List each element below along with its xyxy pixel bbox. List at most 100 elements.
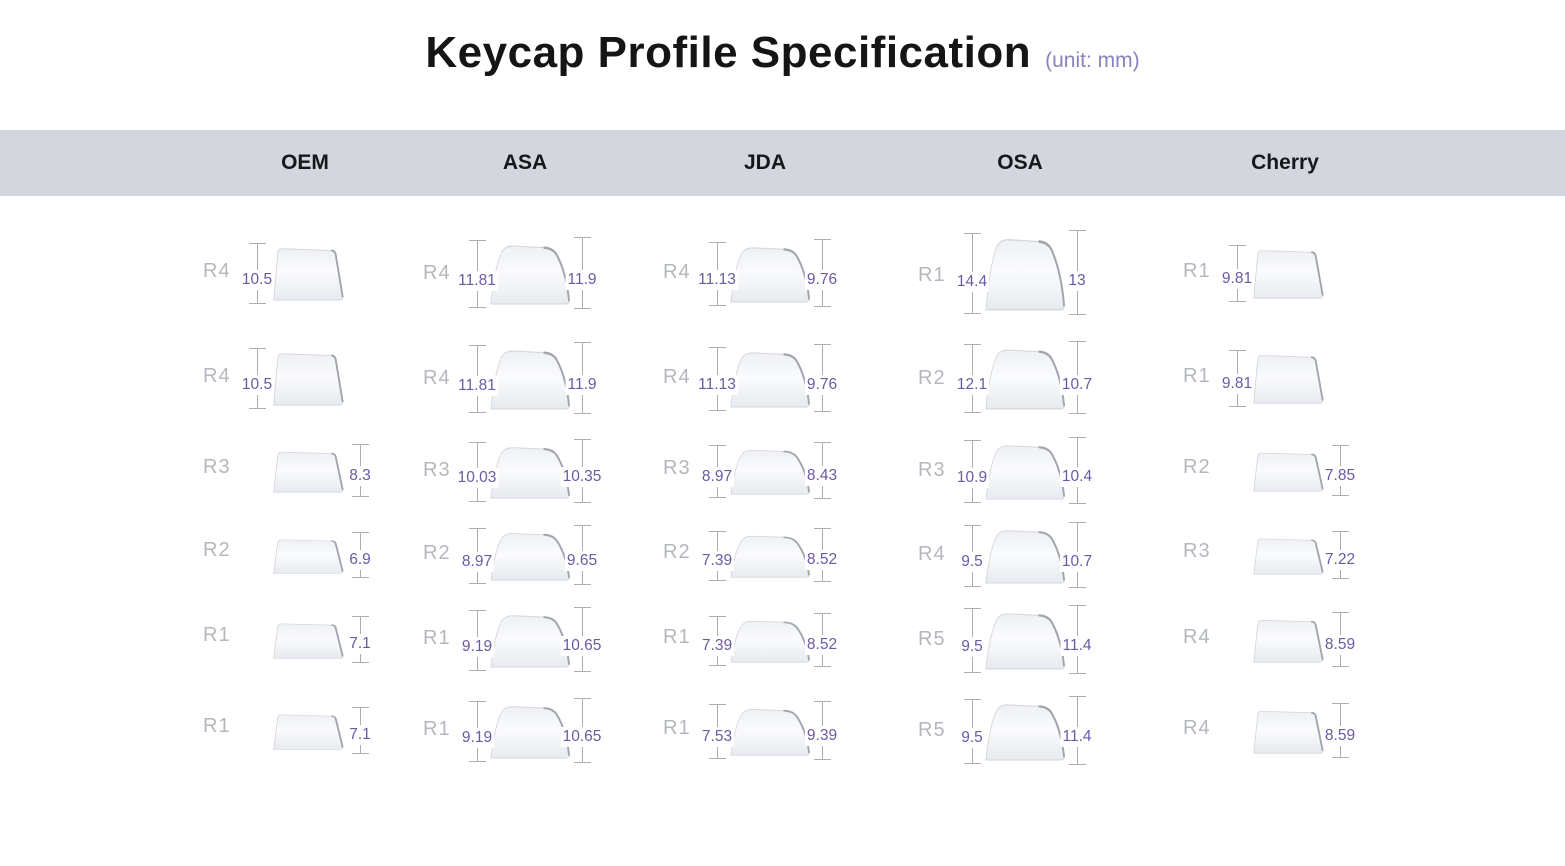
dimension-value: 13: [1066, 271, 1088, 291]
dimension-tick: [814, 344, 831, 345]
dimension-left: 10.03: [455, 442, 499, 502]
keycap-cell: R4 11.81 11.9: [415, 220, 635, 328]
dimension-layer-left: 9.5: [910, 525, 1130, 587]
keycap-image-wrap: [268, 246, 350, 301]
dimension-right: 9.39: [804, 701, 840, 760]
dimension-tick: [574, 413, 591, 414]
keycap-cell: R4 11.81 11.9: [415, 328, 635, 430]
keycap-cell: R4 10.5: [195, 220, 415, 328]
dimension-tick: [814, 666, 831, 667]
keycap-cell: R1 9.19 10.65: [415, 598, 635, 684]
dimension-right: 10.4: [1059, 437, 1095, 504]
dimension-value: 10.03: [455, 468, 499, 488]
dimension-layer-left: 7.39: [655, 616, 875, 666]
dimension-left: 8.97: [459, 528, 495, 584]
row-label: R1: [203, 624, 231, 646]
dimension-tick: [352, 532, 369, 533]
row-label: R1: [423, 627, 451, 649]
dimension-tick: [964, 440, 981, 441]
column-header-osa: OSA: [997, 151, 1043, 174]
dimension-layer-right: 10.7: [910, 341, 1130, 414]
dimension-right: 10.7: [1059, 341, 1095, 414]
dimension-tick: [249, 348, 266, 349]
dimension-layer-right: 10.35: [415, 439, 635, 503]
keycap-image-wrap: [488, 243, 572, 305]
dimension-value: 8.97: [699, 466, 735, 487]
keycap-image-wrap: [983, 236, 1067, 311]
dimension-tick: [964, 344, 981, 345]
row-label: R1: [423, 718, 451, 740]
dimension-value: 11.4: [1060, 636, 1094, 657]
profile-column-asa: R4 11.81 11.9 R4 11.81 11.9 R3 10.03 10.35 R2 8.97…: [415, 220, 635, 780]
dimension-tick: [469, 240, 486, 241]
dimension-right: 8.52: [804, 528, 840, 582]
dimension-left: 11.13: [696, 242, 738, 306]
dimension-value: 11.4: [1060, 727, 1094, 748]
dimension-layer-right: 10.7: [910, 522, 1130, 588]
dimension-right: 10.7: [1059, 522, 1095, 588]
dimension-value: 10.9: [954, 467, 990, 488]
keycap-profile-image: [273, 451, 344, 493]
dimension-tick: [1069, 413, 1086, 414]
keycap-cell: R2 7.85: [1175, 430, 1395, 514]
dimension-right: 10.35: [560, 439, 604, 503]
dimension-tick: [1332, 495, 1349, 496]
keycap-cell: R1 9.81: [1175, 220, 1395, 328]
dimension-layer-right: 10.65: [415, 698, 635, 763]
dimension-layer-left: 10.03: [415, 442, 635, 502]
dimension-tick: [574, 439, 591, 440]
dimension-value: 9.65: [564, 551, 600, 571]
dimension-right: 9.65: [564, 525, 600, 585]
dimension-layer-left: 11.81: [415, 240, 635, 308]
dimension-value: 11.13: [696, 375, 738, 396]
keycap-image-wrap: [268, 713, 350, 750]
dimension-tick: [352, 662, 369, 663]
dimension-value: 8.43: [804, 466, 840, 487]
dimension-tick: [1069, 341, 1086, 342]
dimension-layer-right: 11.4: [910, 605, 1130, 674]
dimension-left: 10.5: [239, 348, 275, 409]
row-label: R1: [918, 264, 946, 286]
dimension-layer-right: 11.9: [415, 342, 635, 414]
dimension-tick: [469, 528, 486, 529]
keycap-cell: R1 9.19 10.65: [415, 684, 635, 780]
dimension-tick: [1069, 587, 1086, 588]
dimension-left: 11.13: [696, 347, 738, 411]
dimension-tick: [1229, 350, 1246, 351]
dimension-layer-right: 10.65: [415, 607, 635, 672]
dimension-tick: [1069, 230, 1086, 231]
dimension-tick: [964, 763, 981, 764]
dimension-tick: [1332, 445, 1349, 446]
dimension-value: 9.19: [459, 727, 495, 748]
dimension-layer-right: 8.3: [195, 444, 415, 497]
keycap-cell: R1 7.1: [195, 684, 415, 780]
dimension-value: 9.81: [1219, 269, 1255, 290]
dimension-tick: [1069, 437, 1086, 438]
dimension-layer-left: 11.81: [415, 345, 635, 413]
dimension-value: 8.97: [459, 551, 495, 572]
dimension-left: 11.81: [456, 240, 498, 308]
dimension-tick: [574, 308, 591, 309]
row-label: R1: [663, 626, 691, 648]
row-label: R5: [918, 628, 946, 650]
row-label: R2: [203, 539, 231, 561]
dimension-tick: [814, 528, 831, 529]
dimension-value: 12.1: [954, 375, 990, 396]
dimension-tick: [469, 761, 486, 762]
dimension-value: 6.9: [347, 549, 373, 570]
dimension-value: 10.7: [1059, 551, 1095, 572]
dimension-layer-left: 10.5: [195, 243, 415, 304]
dimension-tick: [1069, 314, 1086, 315]
row-label: R1: [1183, 260, 1211, 282]
dimension-left: 12.1: [954, 344, 990, 413]
dimension-value: 7.1: [347, 725, 373, 746]
row-label: R1: [663, 717, 691, 739]
dimension-tick: [709, 580, 726, 581]
dimension-tick: [1069, 696, 1086, 697]
row-label: R2: [423, 542, 451, 564]
keycap-image-wrap: [268, 450, 350, 493]
keycap-profile-image: [490, 245, 571, 305]
keycap-profile-image: [730, 709, 811, 756]
dimension-value: 7.85: [1322, 465, 1358, 486]
dimension-tick: [574, 525, 591, 526]
